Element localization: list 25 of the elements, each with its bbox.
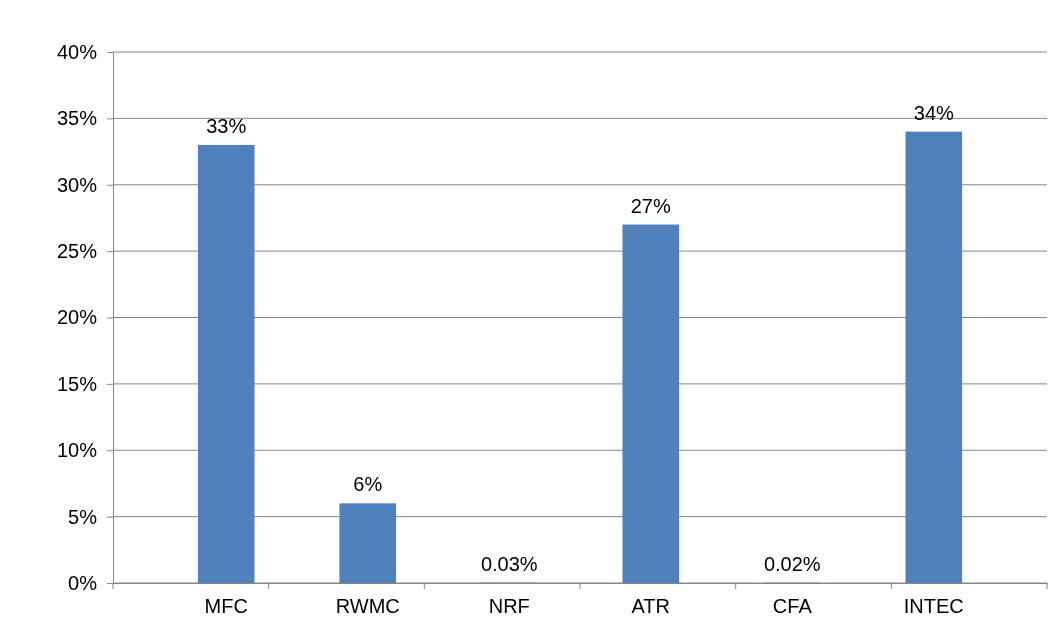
x-tick-label: CFA — [772, 595, 813, 618]
bar — [339, 503, 397, 583]
data-label: 27% — [630, 194, 671, 217]
x-tick-label: RWMC — [335, 595, 400, 618]
y-tick-label: 40% — [56, 40, 98, 63]
y-tick-label: 0% — [68, 571, 98, 594]
y-tick-label: 30% — [56, 173, 98, 196]
x-tick-label: ATR — [631, 595, 671, 618]
y-tick-label: 5% — [68, 505, 98, 528]
bar — [622, 224, 680, 583]
data-label: 34% — [913, 101, 955, 124]
data-label: 0.02% — [763, 552, 821, 575]
y-tick-label: 35% — [56, 107, 98, 130]
data-label: 33% — [206, 114, 247, 137]
y-tick-label: 15% — [56, 372, 98, 395]
y-tick-label: 25% — [56, 240, 98, 263]
y-tick-label: 20% — [56, 306, 98, 329]
data-label: 0.03% — [480, 552, 538, 575]
x-tick-label: NRF — [488, 595, 530, 618]
y-tick-label: 10% — [56, 439, 98, 462]
bar — [905, 131, 963, 583]
data-label: 6% — [353, 473, 383, 496]
x-tick-label: INTEC — [903, 595, 964, 618]
bar — [197, 144, 255, 583]
x-tick-label: MFC — [204, 595, 248, 618]
